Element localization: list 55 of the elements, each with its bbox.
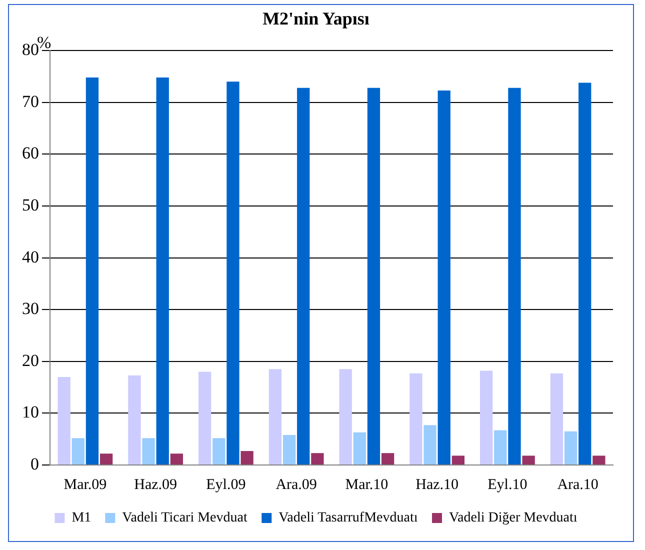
bar	[297, 88, 310, 464]
legend-label: Vadeli Ticari Mevduat	[122, 510, 248, 526]
bar	[578, 82, 592, 464]
bar	[592, 456, 606, 464]
bar	[58, 376, 70, 464]
bar	[339, 369, 352, 464]
bar	[282, 434, 296, 464]
bar	[100, 454, 113, 464]
bar	[226, 82, 240, 464]
x-tick-label: Eyl.10	[488, 476, 528, 493]
legend-label: Vadeli TasarrufMevduatı	[278, 510, 418, 526]
y-tick-label: 70	[22, 92, 39, 111]
x-tick-label: Ara.10	[557, 476, 598, 493]
y-tick-label: 80	[22, 40, 39, 60]
bar	[156, 78, 169, 464]
bar	[494, 430, 507, 464]
y-tick-label: 50	[22, 195, 39, 214]
bar	[452, 456, 465, 464]
bar	[353, 432, 366, 464]
y-tick-label: 10	[22, 402, 39, 422]
x-tick-label: Ara.09	[276, 476, 317, 493]
y-tick-label: 40	[22, 247, 39, 266]
bar	[212, 438, 226, 464]
bar	[311, 453, 324, 464]
y-tick-label: 20	[22, 350, 39, 370]
bar	[564, 431, 578, 464]
bar	[508, 88, 521, 464]
x-tick-label: Mar.10	[345, 476, 388, 493]
bar	[410, 373, 422, 464]
y-tick-label: 60	[22, 144, 39, 163]
bar	[142, 438, 155, 464]
x-tick-label: Mar.09	[64, 476, 107, 493]
bar	[522, 456, 535, 464]
bar	[367, 88, 380, 464]
bar	[240, 451, 254, 464]
bar	[381, 453, 394, 464]
x-tick-label: Haz.10	[416, 476, 459, 493]
bar	[438, 90, 450, 464]
chart-title: M2'nin Yapısı	[262, 8, 370, 28]
bar	[550, 373, 564, 464]
y-tick-label: 30	[22, 299, 39, 318]
x-tick-label: Eyl.09	[206, 476, 246, 493]
bar	[198, 372, 212, 464]
bar	[424, 425, 436, 464]
bar	[268, 369, 282, 464]
legend-label: M1	[72, 510, 92, 526]
legend-label: Vadeli Diğer Mevduatı	[448, 510, 578, 526]
bar	[170, 454, 184, 464]
bar	[128, 375, 141, 464]
y-tick-label: 0	[30, 454, 39, 474]
y-axis-title: %	[37, 33, 52, 52]
bar	[480, 370, 493, 464]
bar	[86, 78, 99, 464]
x-tick-label: Haz.09	[134, 476, 178, 493]
bar	[72, 438, 84, 464]
